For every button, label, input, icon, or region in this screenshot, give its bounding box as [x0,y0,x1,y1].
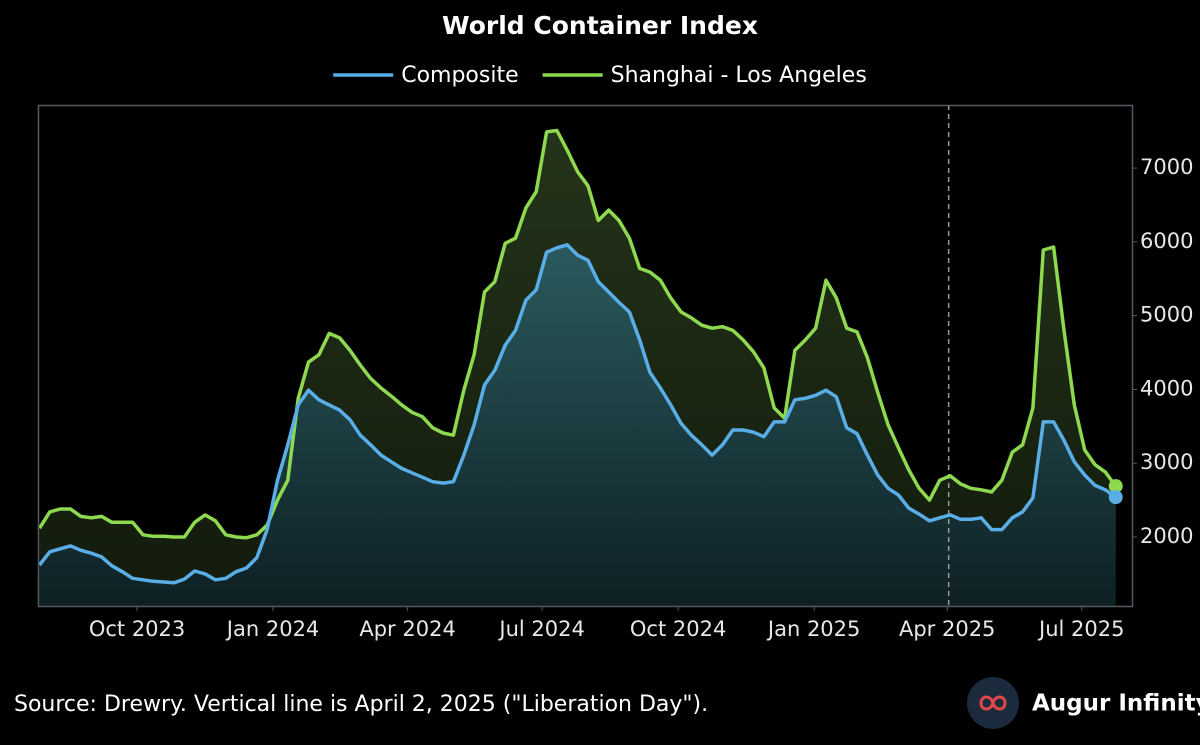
x-tick-label: Jul 2025 [1037,617,1124,641]
area-fill [39,244,1116,607]
chart-title: World Container Index [442,11,758,40]
x-tick-label: Jan 2024 [225,617,320,641]
y-tick-label: 7000 [1140,155,1193,179]
legend-item: Composite [333,63,519,88]
end-dot [1108,490,1123,505]
y-tick-label: 4000 [1140,376,1193,400]
end-dot [1108,479,1123,494]
y-tick-label: 5000 [1140,303,1193,327]
brand-name: Augur Infinity [1032,691,1200,717]
plot-frame [37,104,1134,608]
x-tick-label: Jan 2025 [766,617,861,641]
legend: Composite Shanghai - Los Angeles [333,63,867,88]
y-tick-label: 3000 [1140,450,1193,474]
series-line [38,243,1117,585]
legend-item: Shanghai - Los Angeles [542,63,867,88]
x-tick-label: Apr 2025 [899,617,995,641]
y-tick-label: 2000 [1140,524,1193,548]
source-note: Source: Drewry. Vertical line is April 2… [14,692,708,717]
brand-logo [967,677,1019,729]
legend-label: Shanghai - Los Angeles [611,63,867,88]
series-line [38,128,1118,540]
logo-mark [979,695,1007,711]
x-tick-label: Oct 2023 [89,617,185,641]
plot-area [38,105,1123,607]
x-tick-label: Oct 2024 [630,617,726,641]
x-tick-label: Apr 2024 [359,617,455,641]
legend-label: Composite [401,63,518,88]
x-tick-label: Jul 2024 [497,617,584,641]
y-tick-label: 6000 [1140,229,1193,253]
